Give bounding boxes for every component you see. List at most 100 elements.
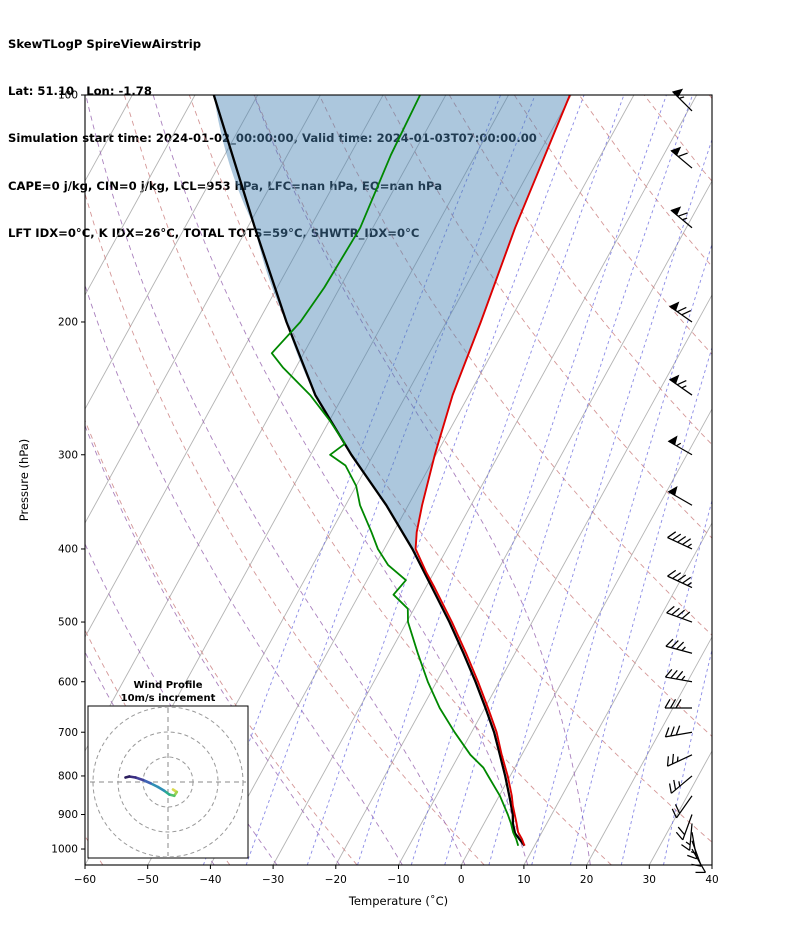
y-axis-label: Pressure (hPa) [17, 439, 31, 522]
shaded-area [213, 95, 570, 572]
y-tick-label: 500 [58, 617, 78, 629]
dry-adiabat-line [85, 192, 485, 865]
y-tick-label: 700 [58, 727, 78, 739]
dry-adiabat-line [708, 95, 712, 100]
wind-barb [665, 638, 693, 654]
hodograph-trace-segment [141, 778, 152, 785]
wind-barb [671, 795, 693, 819]
dry-adiabat-line [513, 95, 712, 355]
moist-adiabat-line [85, 424, 340, 865]
isotherm-line [85, 95, 384, 638]
hodograph-ring [142, 756, 194, 808]
wind-barb [671, 88, 693, 112]
header: SkewTLogP SpireViewAirstrip Lat: 51.10 L… [8, 5, 537, 274]
cape-cin-shade [213, 95, 570, 572]
x-tick-label: 30 [643, 874, 656, 886]
background-lines [85, 95, 712, 865]
mixing-ratio-line [620, 499, 712, 865]
wind-barb [667, 485, 693, 506]
indices-line-2: LFT IDX=0°C, K IDX=26°C, TOTAL TOTS=59°C… [8, 226, 420, 241]
isotherm-line [711, 864, 712, 865]
y-tick-label: 900 [58, 809, 78, 821]
hodograph-subtitle: 10m/s increment [121, 693, 216, 704]
x-tick-label: −10 [387, 874, 409, 886]
y-tick-label: 1000 [51, 844, 78, 856]
mixing-ratio-line [488, 138, 712, 865]
isotherm-line [85, 95, 196, 296]
wind-barb [664, 698, 692, 709]
moist-adiabat-line [152, 95, 529, 865]
hodograph-trace-segment [124, 775, 131, 779]
wind-barb [667, 531, 693, 550]
temperature-curve [414, 95, 571, 847]
sim-time-line: Simulation start time: 2024-01-02_00:00:… [8, 131, 537, 146]
y-tick-label: 600 [58, 676, 78, 688]
hodograph-inset: Wind Profile 10m/s increment [87, 680, 249, 859]
x-tick-label: −20 [325, 874, 347, 886]
mixing-ratio-line [202, 95, 502, 865]
isotherm-line [85, 95, 321, 524]
dry-adiabat-line [643, 95, 712, 182]
x-tick-label: −60 [74, 874, 96, 886]
mixing-ratio-line [444, 95, 693, 865]
wind-barb [667, 569, 693, 589]
wind-barb [664, 668, 693, 683]
y-tick-label: 400 [58, 544, 78, 556]
dry-adiabat-line [383, 95, 712, 539]
chart-title: SkewTLogP SpireViewAirstrip [8, 36, 202, 51]
x-tick-label: 0 [458, 874, 465, 886]
wind-barb [670, 146, 693, 169]
wind-barb [668, 374, 693, 396]
mixing-ratio-line [306, 95, 585, 865]
dry-adiabat-line [253, 95, 712, 737]
mixing-ratio-line [663, 647, 712, 865]
isotherm-line [523, 522, 712, 865]
isotherm-line [210, 95, 635, 865]
y-tick-label: 800 [58, 771, 78, 783]
wind-barb [664, 725, 693, 738]
isotherm-line [586, 636, 712, 865]
parcel-profile-curve [212, 95, 526, 847]
wind-barb [687, 832, 698, 860]
profile-curves [212, 95, 571, 847]
x-axis-label: Temperature (˚C) [348, 893, 448, 908]
mixing-ratio-line [357, 95, 625, 865]
wind-barb [666, 605, 693, 623]
mixing-ratio-line [531, 242, 712, 865]
wind-barb [666, 753, 693, 767]
hodograph-ring [92, 707, 244, 857]
x-tick-label: 20 [580, 874, 593, 886]
hodograph-trace-segment [134, 776, 145, 782]
wind-barb [667, 435, 693, 456]
x-tick-label: −50 [137, 874, 159, 886]
wind-barbs [664, 88, 707, 874]
mixing-ratio-line [569, 346, 712, 865]
isotherm-line [335, 180, 712, 865]
mixing-ratio-line [245, 95, 536, 865]
moist-adiabat-line [85, 95, 466, 865]
moist-adiabat-line [85, 284, 403, 865]
wind-barb [675, 814, 693, 841]
dewpoint-curve [270, 95, 520, 846]
wind-barb [668, 775, 693, 794]
isotherm-line [85, 95, 259, 410]
dry-adiabat-line [188, 95, 712, 843]
hodograph-ring [117, 731, 219, 833]
x-tick-label: −40 [199, 874, 221, 886]
isotherm-line [272, 95, 697, 865]
dry-adiabat-line [123, 95, 612, 865]
y-tick-label: 200 [58, 317, 78, 329]
wind-barb [681, 823, 693, 851]
isotherm-line [398, 294, 712, 865]
y-tick-label: 100 [58, 90, 78, 102]
dry-adiabat-line [85, 835, 104, 865]
y-tick-label: 300 [58, 449, 78, 461]
x-tick-label: 10 [517, 874, 530, 886]
wind-barb [670, 206, 693, 229]
moist-adiabat-line [253, 95, 591, 865]
dry-adiabat-line [85, 419, 358, 865]
hodograph-title: Wind Profile [134, 680, 203, 691]
